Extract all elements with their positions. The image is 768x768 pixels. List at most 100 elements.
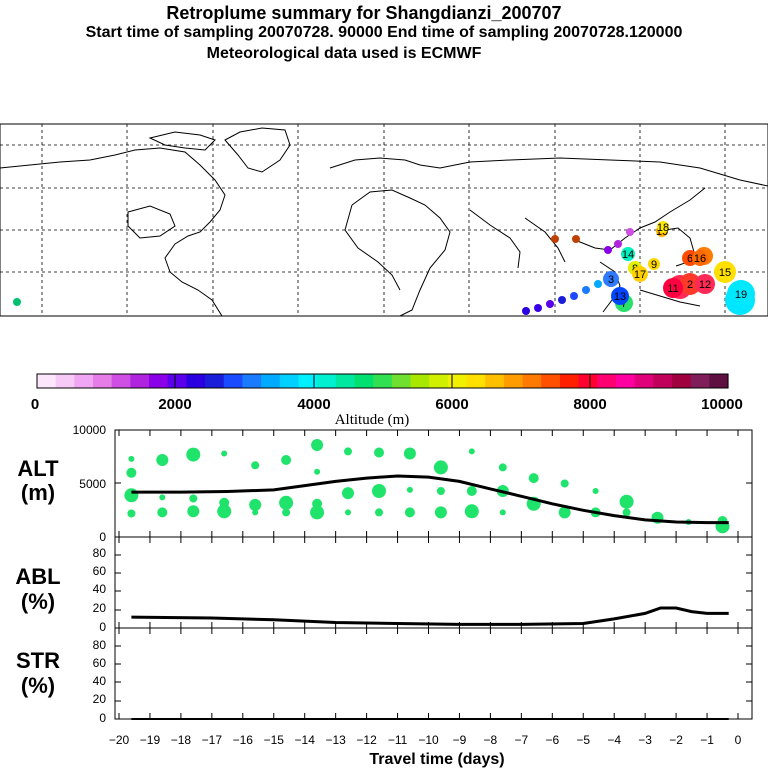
abl-ytick: 20 — [93, 601, 107, 615]
alt-scatter-point — [406, 486, 413, 493]
colorbar-cell — [130, 374, 150, 388]
alt-panel-label: ALT — [17, 456, 59, 481]
x-tick-label: −5 — [576, 733, 590, 747]
alt-scatter-point — [311, 439, 324, 451]
y-tick-marks — [115, 482, 752, 702]
alt-scatter-point — [186, 447, 201, 462]
alt-scatter-point — [622, 508, 631, 517]
alt-scatter-point — [187, 505, 200, 518]
map-marker — [632, 266, 648, 282]
colorbar-cell — [373, 374, 393, 388]
str-ytick: 40 — [93, 674, 107, 688]
alt-scatter-point — [374, 447, 384, 458]
x-tick-label: −9 — [453, 733, 467, 747]
alt-scatter-point — [344, 447, 352, 456]
map-marker-label: 2 — [687, 279, 693, 291]
map-marker — [727, 280, 755, 308]
colorbar-tick: 10000 — [701, 396, 743, 413]
sampling-time-line: Start time of sampling 20070728. 90000 E… — [85, 24, 683, 41]
alt-mean-line — [131, 474, 729, 525]
str-ytick: 20 — [93, 692, 107, 706]
x-tick-label: −11 — [388, 733, 408, 747]
coastlines — [0, 127, 768, 317]
alt-scatter-point — [342, 487, 354, 500]
altitude-colorbar: 0 2000 4000 6000 8000 10000 Altitude (m) — [31, 373, 743, 428]
map-trajectory-point — [522, 307, 530, 315]
colorbar-cell — [223, 374, 244, 388]
alt-scatter-point — [221, 450, 228, 457]
map-marker-label: 14 — [622, 249, 634, 261]
map-marker-label: 15 — [719, 267, 731, 279]
map-marker — [663, 278, 683, 298]
colorbar-cells — [37, 374, 729, 388]
colorbar-label: Altitude (m) — [335, 412, 410, 428]
x-tick-label: −15 — [264, 733, 285, 747]
abl-ytick: 80 — [93, 546, 107, 560]
colorbar-cell — [205, 374, 225, 388]
x-tick-label: −20 — [109, 733, 130, 747]
map-marker — [657, 221, 669, 233]
map-marker-label: 13 — [614, 291, 626, 303]
alt-scatter-point — [372, 484, 386, 498]
alt-scatter-point — [314, 468, 321, 475]
map-trajectory-point — [551, 235, 559, 243]
colorbar-cell — [671, 374, 692, 388]
x-tick-marks — [118, 430, 739, 719]
alt-ytick: 10000 — [73, 423, 107, 437]
map-trajectory-point — [582, 286, 590, 294]
map-trajectory-point — [594, 280, 602, 288]
alt-scatter-point — [499, 509, 506, 516]
colorbar-cell — [279, 374, 300, 388]
abl-line — [131, 606, 729, 626]
alt-scatter-point — [375, 508, 383, 517]
map-marker-label: 19 — [735, 289, 747, 301]
map-trajectory-point — [13, 298, 21, 306]
alt-scatter-point — [279, 495, 294, 510]
colorbar-cell — [559, 374, 580, 388]
colorbar-cell — [111, 374, 131, 388]
map-gridlines — [0, 124, 768, 316]
x-tick-label: 0 — [735, 733, 742, 747]
abl-ytick: 0 — [99, 620, 106, 634]
map-marker — [603, 271, 619, 287]
map-marker-label: 16 — [694, 253, 706, 265]
map-marker — [714, 261, 736, 283]
colorbar-cell — [690, 374, 710, 388]
map-trajectory-point — [558, 296, 566, 304]
x-tick-label: −4 — [607, 733, 621, 747]
x-tick-label: −17 — [202, 733, 223, 747]
colorbar-tick: 4000 — [297, 396, 330, 413]
map-marker-label: 12 — [699, 279, 711, 291]
map-marker-label: 6 — [687, 253, 693, 265]
x-tick-label: −13 — [325, 733, 346, 747]
map-marker-label: 18 — [657, 222, 669, 234]
abl-panel-unit: (%) — [21, 589, 55, 614]
colorbar-cell — [503, 374, 524, 388]
alt-panel-unit: (m) — [21, 480, 55, 505]
alt-scatter-point — [528, 473, 539, 484]
colorbar-cell — [55, 374, 75, 388]
alt-scatter-point — [310, 505, 325, 520]
alt-scatter-point — [498, 463, 507, 472]
colorbar-tick: 2000 — [158, 396, 191, 413]
alt-scatter-point — [560, 479, 569, 488]
abl-ytick: 40 — [93, 582, 107, 596]
abl-ytick: 60 — [93, 564, 107, 578]
alt-ytick: 0 — [99, 530, 106, 544]
colorbar-cell — [261, 374, 281, 388]
map-trajectory-point — [614, 240, 622, 248]
alt-scatter-point — [159, 494, 166, 501]
x-tick-label: −2 — [669, 733, 683, 747]
chart-title: Retroplume summary for Shangdianzi_20070… — [166, 3, 562, 23]
x-tick-label: −6 — [545, 733, 559, 747]
alt-scatter-point — [127, 509, 136, 518]
alt-scatter-point — [468, 448, 475, 455]
colorbar-cell — [653, 374, 673, 388]
alt-ytick: 5000 — [79, 477, 106, 491]
map-marker — [648, 258, 660, 270]
str-panel-unit: (%) — [21, 673, 55, 698]
str-ytick: 0 — [99, 711, 106, 725]
alt-scatter-point — [466, 486, 477, 496]
alt-scatter-point — [558, 506, 571, 519]
